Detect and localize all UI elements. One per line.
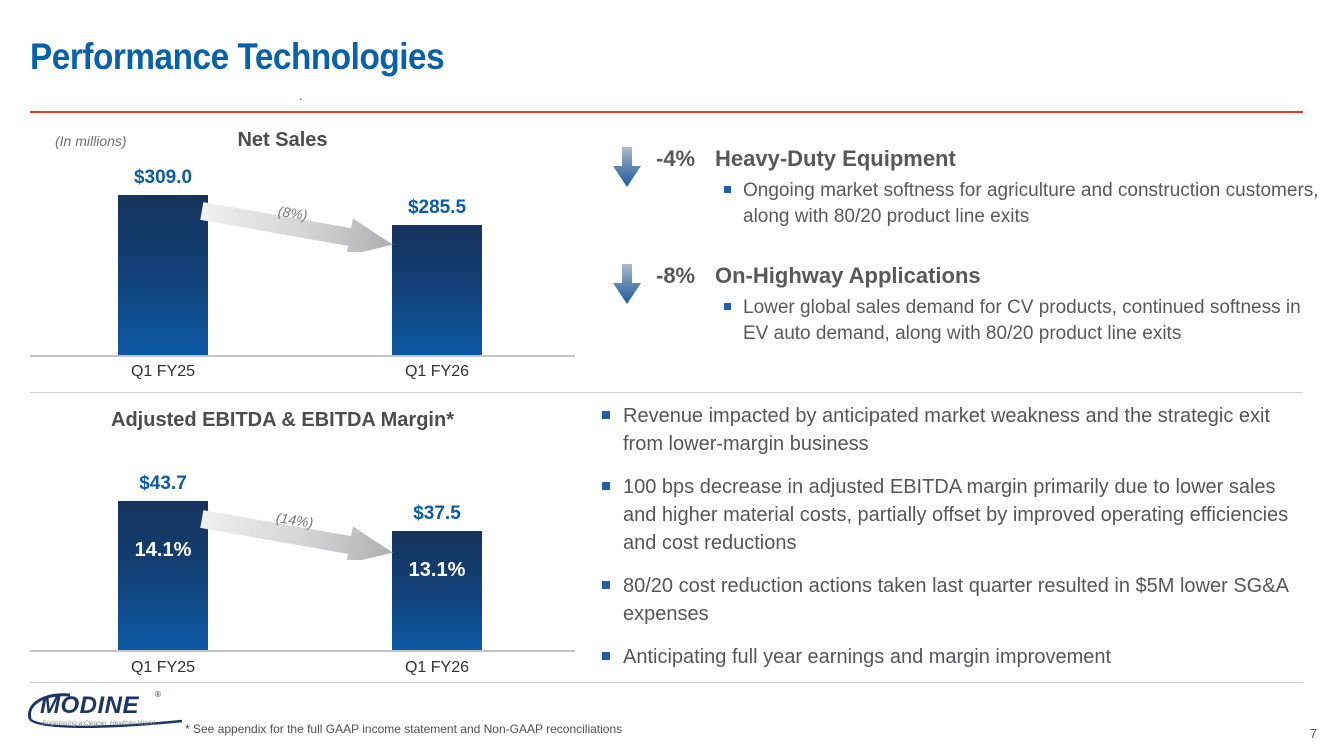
bar: 13.1% — [392, 531, 482, 650]
registered-mark: ® — [155, 690, 161, 699]
commentary-text: Revenue impacted by anticipated market w… — [623, 405, 1271, 455]
down-arrow-icon — [612, 146, 642, 230]
down-arrow-icon — [612, 263, 642, 347]
bar — [118, 195, 208, 355]
bar-value-label: $285.5 — [407, 197, 467, 218]
logo-wordmark: MODINE — [40, 692, 139, 719]
bullet-square-icon — [602, 411, 610, 419]
bar — [392, 225, 482, 355]
driver-title: Heavy-Duty Equipment — [715, 146, 956, 171]
driver-detail: Lower global sales demand for CV product… — [743, 297, 1301, 344]
driver-detail: Ongoing market softness for agriculture … — [743, 180, 1319, 227]
units-label: (In millions) — [55, 133, 127, 149]
decline-arrow-icon — [200, 510, 393, 560]
stray-mark: . — [299, 88, 303, 103]
net-sales-plot: $309.0 $285.5 (8%) — [30, 160, 575, 357]
logo-swoosh-icon — [28, 693, 183, 728]
section-divider-rule — [30, 392, 1303, 393]
commentary-list: Revenue impacted by anticipated market w… — [602, 402, 1314, 686]
driver-title: On-Highway Applications — [715, 263, 981, 288]
bullet-square-icon — [724, 186, 731, 193]
net-sales-title: Net Sales — [237, 129, 328, 151]
list-item: 80/20 cost reduction actions taken last … — [602, 572, 1314, 628]
page-title: Performance Technologies — [30, 36, 445, 77]
page-number: 7 — [1309, 726, 1317, 741]
bullet-square-icon — [602, 482, 610, 490]
list-item: 100 bps decrease in adjusted EBITDA marg… — [602, 473, 1314, 557]
drivers-section: -4% Heavy-Duty Equipment Ongoing market … — [612, 146, 1324, 347]
bar-value-label: $309.0 — [133, 167, 193, 188]
commentary-text: 80/20 cost reduction actions taken last … — [623, 575, 1288, 625]
category-label: Q1 FY25 — [130, 659, 196, 676]
footer-divider-rule — [30, 682, 1303, 683]
ebitda-plot: $43.7 14.1% $37.5 13.1% (14%) — [30, 470, 575, 652]
bullet-square-icon — [602, 581, 610, 589]
category-label: Q1 FY26 — [404, 363, 470, 380]
ebitda-bar-q1fy25: $43.7 14.1% — [118, 473, 208, 650]
driver-change: -4% — [656, 146, 696, 171]
decline-arrow-icon — [200, 202, 393, 252]
category-label: Q1 FY26 — [404, 659, 470, 676]
title-divider-rule — [30, 111, 1303, 113]
bar-value-label: $37.5 — [413, 503, 461, 524]
footnote: * See appendix for the full GAAP income … — [185, 722, 623, 736]
logo-tagline: Engineering a Cleaner, Healthier World — [42, 720, 155, 727]
commentary-text: 100 bps decrease in adjusted EBITDA marg… — [623, 476, 1289, 554]
bullet-square-icon — [602, 652, 610, 660]
ebitda-title: Adjusted EBITDA & EBITDA Margin* — [111, 409, 454, 431]
margin-label: 13.1% — [408, 559, 466, 581]
net-sales-bar-q1fy26: $285.5 — [392, 197, 482, 355]
net-sales-bar-q1fy25: $309.0 — [118, 167, 208, 355]
commentary-text: Anticipating full year earnings and marg… — [623, 646, 1112, 668]
margin-label: 14.1% — [134, 539, 192, 561]
list-item: Revenue impacted by anticipated market w… — [602, 402, 1314, 458]
bar-value-label: $43.7 — [139, 473, 187, 494]
driver-on-highway: -8% On-Highway Applications Lower global… — [612, 263, 1324, 347]
ebitda-bar-q1fy26: $37.5 13.1% — [392, 503, 482, 650]
driver-heavy-duty: -4% Heavy-Duty Equipment Ongoing market … — [612, 146, 1324, 230]
list-item: Anticipating full year earnings and marg… — [602, 643, 1314, 671]
modine-logo: MODINE ® Engineering a Cleaner, Healthie… — [22, 688, 192, 740]
bar: 14.1% — [118, 501, 208, 650]
category-label: Q1 FY25 — [130, 363, 196, 380]
bullet-square-icon — [724, 303, 731, 310]
driver-change: -8% — [656, 263, 696, 288]
